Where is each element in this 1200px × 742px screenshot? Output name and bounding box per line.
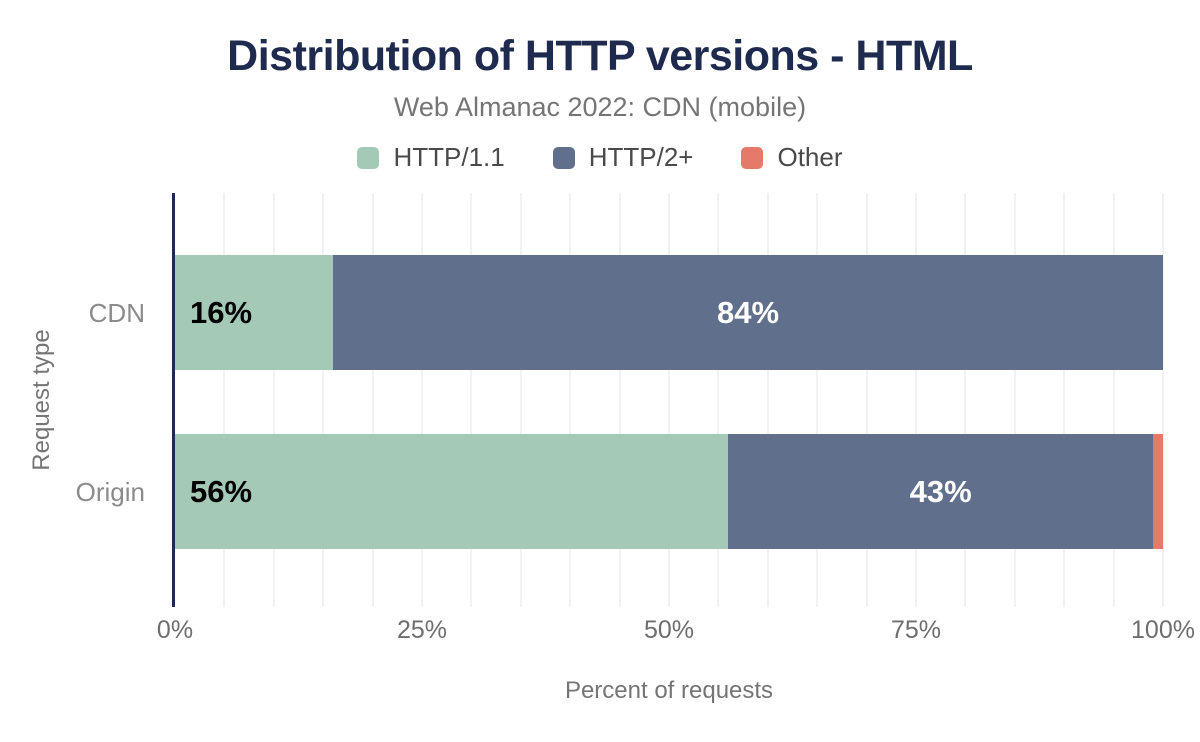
legend-label: HTTP/2+ [588, 142, 694, 172]
gridline [1013, 193, 1016, 607]
chart-subtitle: Web Almanac 2022: CDN (mobile) [393, 92, 807, 122]
chart-title: Distribution of HTTP versions - HTML [227, 32, 973, 80]
gridline [865, 193, 868, 607]
legend-swatch [552, 146, 575, 169]
gridline [816, 193, 819, 607]
legend-item-http-1-1: HTTP/1.1 [357, 142, 505, 173]
bar-value-label: 16% [190, 294, 253, 330]
bar-segment-http-2-: 43% [728, 434, 1154, 549]
gridline [1162, 193, 1164, 607]
legend-item-other: Other [741, 142, 843, 173]
gridline [618, 193, 621, 607]
gridline [1063, 193, 1066, 607]
legend-label: Other [777, 142, 843, 172]
bar-value-label: 84% [717, 294, 780, 330]
bar-segment-other [1153, 434, 1163, 549]
bar-segment-http-1-1: 56% [175, 434, 729, 549]
gridline [223, 193, 226, 607]
legend-item-http-2-: HTTP/2+ [552, 142, 694, 173]
gridline [421, 193, 423, 607]
legend-swatch [741, 146, 764, 169]
plot-area: 16% 84% 56% 43% [172, 193, 1164, 607]
x-tick-label: 50% [643, 616, 695, 644]
legend: HTTP/1.1 HTTP/2+ Other [0, 142, 1200, 173]
category-labels: CDN Origin [0, 193, 160, 607]
bar-row-cdn: 16% 84% [175, 255, 1163, 370]
x-axis-title: Percent of requests [564, 677, 774, 704]
gridline [717, 193, 720, 607]
gridline [964, 193, 967, 607]
bar-row-origin: 56% 43% [175, 434, 1163, 549]
category-label-origin: Origin [75, 476, 145, 507]
gridline [371, 193, 374, 607]
gridline [1112, 193, 1115, 607]
bar-value-label: 43% [909, 473, 972, 509]
legend-label: HTTP/1.1 [393, 142, 505, 172]
bar-value-label: 56% [190, 473, 253, 509]
x-tick-label: 100% [1131, 616, 1195, 644]
gridline [766, 193, 769, 607]
gridline [272, 193, 275, 607]
y-axis-line [172, 193, 175, 607]
legend-swatch [357, 146, 380, 169]
gridline [569, 193, 572, 607]
x-tick-label: 0% [156, 616, 194, 644]
gridline [470, 193, 473, 607]
x-tick-label: 75% [890, 616, 942, 644]
category-label-cdn: CDN [88, 297, 145, 328]
x-axis-ticks: 0% 25% 50% 75% 100% [157, 616, 1195, 648]
x-tick-label: 25% [396, 616, 448, 644]
bar-segment-http-1-1: 16% [175, 255, 334, 370]
gridline [915, 193, 917, 607]
gridline [322, 193, 325, 607]
gridline [519, 193, 522, 607]
gridline [668, 193, 670, 607]
bar-segment-http-2-: 84% [333, 255, 1163, 370]
